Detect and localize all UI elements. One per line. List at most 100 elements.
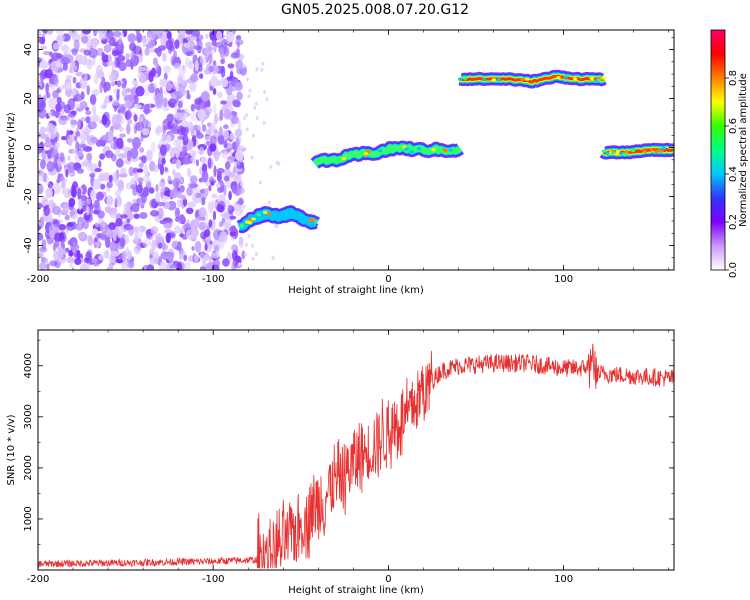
noise-blob (52, 90, 59, 99)
noise-blob (116, 137, 124, 149)
noise-blob (235, 35, 242, 41)
noise-blob (219, 49, 224, 59)
noise-blob (53, 76, 59, 87)
x-tick-label: -100 (202, 574, 225, 585)
noise-blob (76, 208, 84, 215)
noise-blob (234, 128, 243, 137)
noise-blob (183, 42, 191, 48)
noise-blob (77, 143, 82, 150)
noise-blob (57, 158, 62, 168)
y-tick-label: 3000 (23, 404, 34, 429)
band-speckle (482, 78, 487, 82)
noise-blob (134, 172, 139, 182)
band-speckle (642, 149, 647, 153)
colorbar-label: Normalized spectral amplitude (738, 73, 749, 227)
noise-blob (232, 99, 240, 107)
band-speckle (630, 148, 636, 153)
noise-blob (111, 64, 115, 75)
noise-blob (57, 255, 67, 264)
band-speckle (431, 148, 436, 152)
noise-blob (112, 30, 122, 38)
noise-blob (159, 261, 168, 270)
noise-blob (215, 41, 224, 48)
noise-blob (258, 180, 262, 185)
band-speckle (496, 78, 501, 82)
noise-blob (130, 203, 140, 213)
noise-blob (210, 181, 215, 186)
noise-blob (176, 199, 182, 208)
noise-blob (271, 255, 275, 260)
noise-blob (181, 157, 191, 165)
noise-blob (172, 178, 181, 188)
noise-blob (148, 187, 155, 194)
noise-blob (41, 96, 47, 103)
noise-blob (277, 161, 281, 166)
noise-blob (217, 91, 223, 99)
noise-blob (56, 179, 60, 184)
noise-blob (56, 34, 65, 42)
noise-blob (96, 233, 103, 239)
y-tick-label: 40 (23, 43, 34, 56)
noise-blob (199, 189, 206, 194)
noise-blob (193, 45, 202, 51)
noise-blob (198, 65, 203, 72)
noise-blob (189, 82, 197, 92)
noise-blob (240, 145, 243, 150)
band-speckle (601, 149, 607, 153)
noise-blob (141, 193, 147, 204)
noise-blob (66, 134, 73, 146)
noise-blob (144, 47, 150, 56)
noise-blob (187, 255, 194, 262)
noise-blob (62, 203, 69, 215)
noise-blob (65, 74, 73, 80)
noise-blob (121, 250, 127, 262)
x-tick-label: 100 (554, 274, 573, 285)
noise-blob (67, 222, 74, 227)
noise-blob (205, 41, 212, 48)
noise-blob (80, 117, 86, 122)
noise-blob (73, 39, 80, 51)
noise-blob (92, 104, 97, 116)
snr-x-ticks: -200 -100 0 100 (27, 330, 670, 585)
noise-blob (245, 113, 249, 118)
noise-blob (132, 45, 142, 55)
noise-blob (149, 248, 154, 256)
noise-blob (212, 45, 217, 52)
noise-blob (199, 251, 205, 259)
noise-blob (186, 187, 193, 196)
noise-blob (212, 88, 217, 95)
noise-blob (202, 124, 207, 132)
noise-blob (222, 150, 228, 159)
noise-blob (38, 107, 47, 119)
noise-blob (242, 63, 246, 68)
noise-blob (70, 119, 78, 126)
noise-blob (157, 65, 162, 76)
noise-blob (163, 97, 168, 108)
noise-blob (111, 114, 120, 126)
noise-blob (183, 113, 187, 118)
noise-blob (251, 256, 255, 261)
noise-blob (112, 171, 117, 179)
noise-blob (216, 30, 223, 41)
noise-blob (91, 38, 98, 49)
noise-blob (67, 155, 71, 161)
snr-y-ticks: 1000 2000 3000 4000 (23, 339, 674, 545)
noise-blob (91, 228, 99, 235)
noise-blob (68, 197, 76, 208)
noise-blob (182, 134, 189, 146)
noise-blob (144, 164, 148, 176)
noise-blob (139, 147, 145, 153)
noise-blob (174, 112, 183, 119)
x-tick-label: 100 (554, 574, 573, 585)
noise-blob (229, 215, 236, 220)
noise-blob (124, 210, 134, 222)
spectrogram-y-label: Frequency (Hz) (6, 112, 17, 188)
band-speckle (614, 152, 619, 156)
y-tick-label: 20 (23, 92, 34, 105)
noise-blob (47, 150, 52, 159)
noise-blob (81, 30, 91, 35)
band-speckle (563, 75, 568, 79)
noise-blob (109, 95, 113, 102)
noise-blob (38, 183, 44, 195)
